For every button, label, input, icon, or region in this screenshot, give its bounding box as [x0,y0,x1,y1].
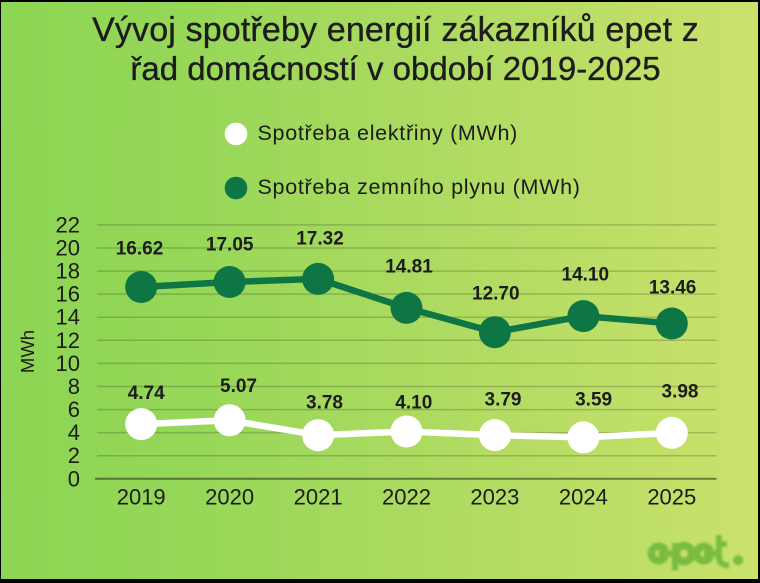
svg-text:3.79: 3.79 [485,389,522,410]
svg-text:0: 0 [68,466,80,491]
svg-text:16.62: 16.62 [116,238,164,259]
svg-text:2024: 2024 [559,485,608,510]
svg-text:2025: 2025 [647,485,696,510]
svg-text:Vývoj spotřeby energií zákazní: Vývoj spotřeby energií zákazníků epet z [92,11,699,49]
svg-text:4.10: 4.10 [395,393,432,414]
svg-text:5.07: 5.07 [220,376,257,397]
svg-text:6: 6 [68,397,80,422]
svg-text:řad domácností v období 2019-2: řad domácností v období 2019-2025 [130,50,660,87]
svg-text:3.59: 3.59 [575,389,612,410]
svg-text:10: 10 [56,351,80,376]
svg-text:4.74: 4.74 [128,383,165,404]
svg-text:20: 20 [56,236,80,261]
svg-text:22: 22 [56,212,80,237]
svg-text:17.32: 17.32 [296,228,344,249]
svg-text:2023: 2023 [470,485,519,510]
svg-text:2022: 2022 [382,485,431,510]
svg-text:14.10: 14.10 [562,265,610,286]
svg-text:Spotřeba zemního plynu (MWh): Spotřeba zemního plynu (MWh) [258,175,581,199]
svg-text:13.46: 13.46 [649,278,697,299]
svg-text:4: 4 [68,420,80,445]
svg-text:14: 14 [56,305,80,330]
svg-text:16: 16 [56,282,80,307]
svg-text:17.05: 17.05 [206,234,254,255]
svg-text:2020: 2020 [205,485,254,510]
svg-text:MWh: MWh [17,330,38,373]
svg-text:2019: 2019 [117,485,166,510]
svg-text:3.98: 3.98 [662,381,699,402]
svg-text:3.78: 3.78 [306,393,343,414]
svg-text:2: 2 [68,443,80,468]
svg-text:18: 18 [56,259,80,284]
svg-text:12.70: 12.70 [472,283,520,304]
svg-text:12: 12 [56,328,80,353]
svg-text:Spotřeba elektřiny (MWh): Spotřeba elektřiny (MWh) [258,121,519,145]
svg-text:14.81: 14.81 [385,256,433,277]
svg-text:2021: 2021 [294,485,343,510]
svg-text:8: 8 [68,374,80,399]
